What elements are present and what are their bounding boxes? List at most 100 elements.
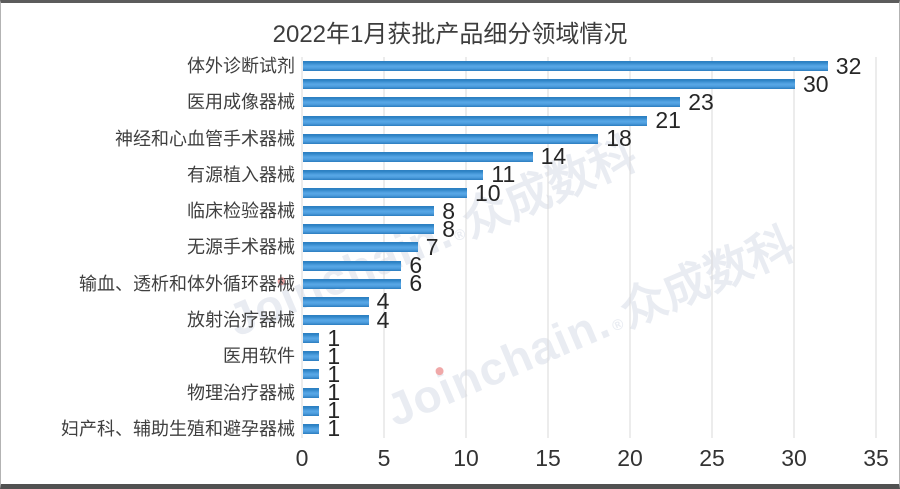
bar-track: 30 <box>303 70 877 97</box>
value-label: 1 <box>327 379 341 406</box>
bar-track: 4 <box>303 306 877 333</box>
value-label: 7 <box>425 233 439 260</box>
bar-row: 30 <box>1 70 877 97</box>
bar <box>303 188 467 199</box>
category-label: 神经和心血管手术器械 <box>115 128 295 149</box>
bar-row: 有源植入器械 11 <box>1 163 877 186</box>
value-label: 6 <box>409 252 423 279</box>
bar-track: 11 <box>303 163 877 186</box>
bar-row: 14 <box>1 145 877 168</box>
bar-track: 18 <box>303 127 877 150</box>
bar-row: 无源手术器械 7 <box>1 233 877 260</box>
bar <box>303 133 599 144</box>
x-axis-tick-label: 35 <box>863 445 889 471</box>
x-axis-tick-label: 5 <box>377 445 391 471</box>
category-label: 临床检验器械 <box>187 201 295 222</box>
value-label: 30 <box>803 70 829 97</box>
bar-track: 1 <box>303 326 877 350</box>
value-label: 11 <box>491 161 516 188</box>
bar-row: 1 <box>1 399 877 422</box>
bar-row: 医用软件 1 <box>1 344 877 368</box>
bar <box>303 206 435 217</box>
value-label: 6 <box>409 270 423 297</box>
value-label: 10 <box>475 179 501 206</box>
bar-track: 6 <box>303 254 877 277</box>
bar-track: 1 <box>303 344 877 368</box>
bar-row: 神经和心血管手术器械 18 <box>1 127 877 150</box>
value-label: 1 <box>327 360 341 387</box>
bar-rows: 体外诊断试剂 32 30 医用成像器械 23 21 神经和心血管手术器械 18 14 有源植入器械… <box>1 54 877 440</box>
bar-row: 6 <box>1 254 877 277</box>
gridline <box>547 57 549 438</box>
bar-row: 4 <box>1 290 877 313</box>
category-label: 医用成像器械 <box>187 92 295 113</box>
bar <box>303 387 320 398</box>
value-label: 1 <box>327 397 341 424</box>
value-label: 4 <box>376 288 390 315</box>
value-label: 8 <box>442 215 455 242</box>
bar-row: 体外诊断试剂 32 <box>1 54 877 78</box>
bar <box>303 369 320 380</box>
bar-row: 1 <box>1 326 877 350</box>
category-label: 医用软件 <box>223 346 295 367</box>
value-label: 14 <box>540 143 567 170</box>
x-axis-tick-label: 25 <box>699 445 725 471</box>
bar-row: 医用成像器械 23 <box>1 88 877 115</box>
bar-row: 妇产科、辅助生殖和避孕器械 1 <box>1 417 877 440</box>
bar <box>303 97 681 108</box>
value-label: 21 <box>655 107 681 133</box>
bar <box>303 315 369 326</box>
bar-track: 7 <box>303 233 877 260</box>
bar-track: 23 <box>303 88 877 115</box>
bar <box>303 61 828 72</box>
bar-track: 1 <box>303 399 877 422</box>
bar <box>303 296 369 307</box>
category-label: 有源植入器械 <box>187 164 295 185</box>
gridline <box>711 57 713 438</box>
category-label: 妇产科、辅助生殖和避孕器械 <box>61 418 295 439</box>
category-label: 无源手术器械 <box>187 237 295 258</box>
bar <box>303 423 320 434</box>
x-axis-tick-label: 20 <box>617 445 643 471</box>
bar <box>303 169 484 180</box>
gridline <box>301 57 303 438</box>
bar <box>303 260 402 271</box>
bar-row: 放射治疗器械 4 <box>1 306 877 333</box>
bar-track: 10 <box>303 179 877 206</box>
bar-track: 21 <box>303 109 877 132</box>
category-label: 物理治疗器械 <box>187 382 295 403</box>
bar-row: 1 <box>1 360 877 387</box>
bar <box>303 278 402 289</box>
x-axis-tick-label: 10 <box>453 445 479 471</box>
x-axis-tick-label: 15 <box>535 445 561 471</box>
bar <box>303 242 418 253</box>
bar-track: 1 <box>303 417 877 440</box>
bar <box>303 333 320 344</box>
bar-row: 21 <box>1 109 877 132</box>
bar-row: 10 <box>1 179 877 206</box>
bar-track: 1 <box>303 360 877 387</box>
x-axis-tick-label: 30 <box>781 445 807 471</box>
bar <box>303 151 533 162</box>
category-label: 放射治疗器械 <box>187 310 295 331</box>
gridline <box>793 57 795 438</box>
bar-track: 8 <box>303 197 877 224</box>
bar-track: 1 <box>303 381 877 404</box>
gridline <box>629 57 631 438</box>
bar-track: 32 <box>303 54 877 78</box>
gridline <box>875 57 877 438</box>
gridline <box>465 57 467 438</box>
bar <box>303 115 648 126</box>
bar <box>303 405 320 416</box>
bar-row: 输血、透析和体外循环器械 6 <box>1 272 877 295</box>
value-label: 4 <box>376 306 390 333</box>
bar-track: 6 <box>303 272 877 295</box>
value-label: 8 <box>442 197 455 224</box>
bar-track: 14 <box>303 145 877 168</box>
value-label: 23 <box>688 88 714 115</box>
bar-track: 4 <box>303 290 877 313</box>
bar <box>303 79 795 90</box>
bar-row: 临床检验器械 8 <box>1 197 877 224</box>
bar-row: 物理治疗器械 1 <box>1 381 877 404</box>
